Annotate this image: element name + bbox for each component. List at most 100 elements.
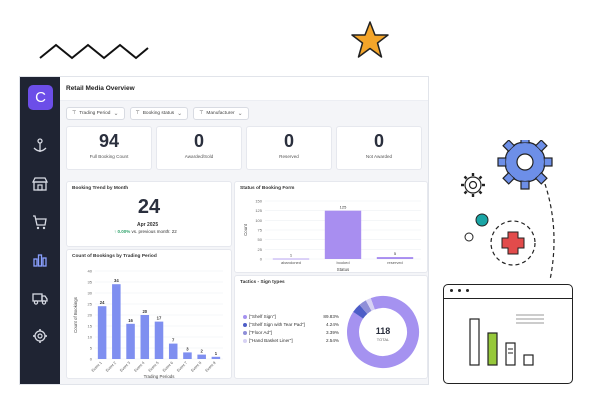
y-tick-label: 15 [88,324,93,329]
main-content: Retail Media Overview ⊤ Trading Period ⌄… [60,77,428,384]
illustration-window [443,284,573,384]
booking-trend-card: Booking Trend by Month 24 Apr 2025 ↑ 0.0… [66,181,232,247]
kpi-card-awarded-sold: 0 Awarded/Sold [156,126,242,170]
x-tick-label: booked [336,260,349,265]
manufacturer-filter[interactable]: ⊤ Manufacturer ⌄ [193,107,249,120]
dashboard-window: C Retail Media Overview ⊤ Trading Period… [19,76,429,385]
legend-item: ["Shelf Sign"] 89.83% [243,314,339,319]
data-label: 16 [128,318,133,323]
booking-status-filter[interactable]: ⊤ Booking status ⌄ [129,107,189,120]
data-label: 125 [340,205,347,210]
donut-center-value: 118 [376,326,391,336]
app-logo[interactable]: C [28,85,53,110]
page-title: Retail Media Overview [60,77,428,101]
tactics-card: Tactics - Sign types ["Shelf Sign"] 89.83… [234,275,428,379]
x-tick-label: Event 5 [148,361,160,373]
filter-label: Trading Period [79,110,111,116]
filter-label: Manufacturer [206,110,235,116]
status-card: Status of Booking Form 0 25 50 75 100 125 150 1… [234,181,428,273]
bar [211,356,221,359]
data-label: 2 [200,349,203,354]
bar [140,315,150,359]
donut-slice [347,296,419,368]
x-tick-label: Event 7 [176,361,188,373]
x-axis-title: Trading Periods [144,374,176,379]
data-label: 17 [157,316,162,321]
data-label: 1 [290,253,293,258]
chevron-down-icon: ⌄ [177,110,183,117]
trading-period-filter[interactable]: ⊤ Trading Period ⌄ [66,107,125,120]
data-label: 3 [186,346,189,351]
dashed-circle [490,220,536,266]
card-title: Count of Bookings by Trading Period [72,254,157,259]
card-title: Tactics - Sign types [240,280,285,285]
bar [324,210,362,259]
y-tick-label: 0 [260,257,263,262]
y-tick-label: 100 [255,218,262,223]
status-chart: 0 25 50 75 100 125 150 1 abandoned 125 booked 5 rese… [243,199,421,272]
legend-label: ["Hand Basket Liner"] [243,338,293,343]
bar [126,323,135,359]
cart-icon[interactable] [31,213,49,231]
filter-bar: ⊤ Trading Period ⌄ ⊤ Booking status ⌄ ⊤ … [60,101,428,126]
teal-dot [475,213,489,227]
y-tick-label: 125 [255,208,262,213]
filter-icon: ⊤ [72,110,77,116]
bar [168,343,178,359]
legend-label: ["Shelf Sign with Tear Pad"] [243,322,305,327]
gear-icon [497,140,553,190]
y-tick-label: 150 [255,199,262,204]
y-tick-label: 5 [90,346,93,351]
legend-swatch [243,322,247,327]
trend-value: 24 [137,196,161,218]
y-axis-title: Count of Bookings [73,296,78,333]
legend-value: 4.24% [325,322,339,327]
kpi-label: Awarded/Sold [184,154,214,159]
trend-delta-text: vs. previous month: 22 [131,229,177,234]
y-tick-label: 30 [88,291,93,296]
kpi-card-reserved: 0 Reserved [246,126,332,170]
legend-value: 89.83% [323,314,339,319]
legend-value: 2.54% [325,338,339,343]
legend-swatch [243,330,247,335]
donut-center-label: TOTAL [377,337,390,342]
y-tick-label: 25 [258,247,263,252]
y-tick-label: 25 [88,302,93,307]
x-tick-label: Event 9 [205,361,217,373]
store-icon[interactable] [31,175,49,193]
legend-item: ["Hand Basket Liner"] 2.54% [243,338,339,343]
legend-item: ["Shelf Sign with Tear Pad"] 4.24% [243,322,339,327]
small-gear-icon [461,173,485,197]
filter-icon: ⊤ [135,110,140,116]
y-tick-label: 35 [88,280,93,285]
star-icon [351,21,389,58]
bar [97,306,107,359]
data-label: 34 [114,278,119,283]
data-label: 5 [394,251,397,256]
x-tick-label: Event 4 [134,361,146,373]
y-tick-label: 20 [88,313,93,318]
legend-label: ["Shelf Sign"] [243,314,276,319]
data-label: 7 [172,338,175,343]
gear-icon[interactable] [31,327,49,345]
legend-swatch [243,314,247,319]
bar [154,321,164,359]
legend-value: 3.39% [325,330,339,335]
truck-icon[interactable] [31,289,49,307]
anchor-icon[interactable] [31,137,49,155]
data-label: 20 [142,309,147,314]
bookings-by-period-chart: 0 5 10 15 20 25 30 35 40 24 Event 1 34 Event 2 16 Even… [73,269,223,379]
kpi-card-full-booking-count: 94 Full Booking Count [66,126,152,170]
sidebar: C [20,77,60,384]
x-axis-title: Status [337,267,350,272]
y-tick-label: 75 [258,228,263,233]
card-title: Status of Booking Form [240,186,295,191]
y-tick-label: 40 [88,269,93,274]
kpi-label: Not Awarded [365,154,393,159]
chart-icon[interactable] [31,251,49,269]
bar [272,258,310,260]
kpi-value: 0 [283,131,294,151]
x-tick-label: Event 6 [162,361,174,373]
kpi-value: 0 [373,131,384,151]
